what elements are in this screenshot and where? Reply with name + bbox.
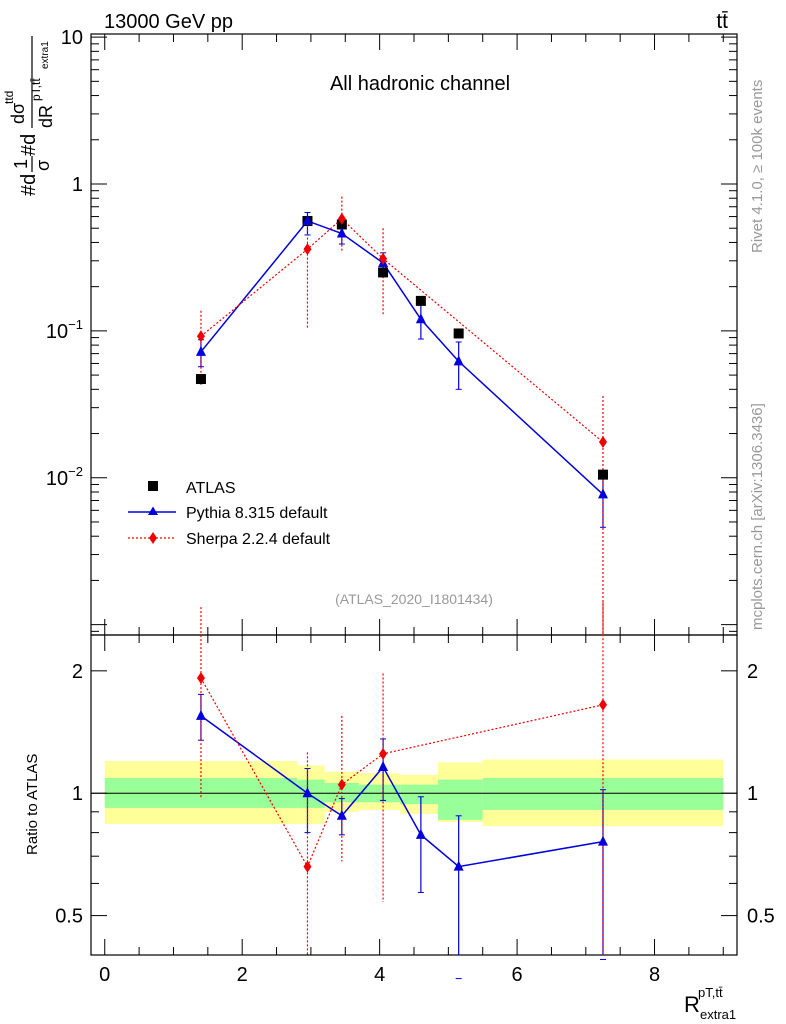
main-point-sherpa: [303, 243, 312, 256]
main-point-pythia: [336, 227, 347, 238]
x-tick-label: 4: [374, 964, 385, 986]
main-y-tick-label: 1: [72, 174, 83, 196]
legend-entry-atlas: ATLAS: [148, 480, 236, 497]
ratio-point-sherpa: [379, 747, 388, 760]
ratio-point-sherpa: [598, 698, 607, 711]
main-point-sherpa: [196, 330, 205, 343]
ratio-point-pythia: [597, 835, 608, 846]
band-inner: [297, 779, 325, 808]
channel-label: All hadronic channel: [330, 73, 510, 95]
y-label-part: extra1: [40, 41, 51, 69]
x-tick-label: 2: [237, 964, 248, 986]
energy-label: 13000 GeV pp: [104, 11, 233, 33]
main-point-atlas: [195, 374, 206, 385]
ratio-y-tick-label: 1: [72, 783, 83, 805]
ratio-point-pythia: [415, 828, 426, 839]
ratio-point-sherpa: [196, 672, 205, 685]
band-inner: [438, 779, 483, 820]
main-point-pythia: [453, 355, 464, 366]
sherpa-marker-diamond: [149, 532, 157, 544]
y-label-part: ttd: [2, 91, 16, 104]
y-label-part: dR: [36, 105, 56, 128]
main-point-atlas: [415, 295, 426, 306]
legend-label-pythia: Pythia 8.315 default: [186, 505, 328, 522]
main-y-axis-label: #d 1 σ #d dσ ttd dR pT,tt̄ extra1: [2, 36, 56, 196]
atlas-marker-square: [148, 481, 158, 491]
main-point-pythia: [195, 345, 206, 356]
ratio-y-tick-label: 0.5: [55, 906, 83, 928]
data-series: [195, 196, 608, 980]
ratio-y-axis-label: Ratio to ATLAS: [24, 754, 41, 855]
analysis-tag: (ATLAS_2020_I1801434): [335, 591, 493, 607]
x-label-sub: extra1: [700, 1007, 736, 1022]
rivet-version-text: Rivet 4.1.0, ≥ 100k events: [749, 80, 766, 253]
main-point-sherpa: [337, 212, 346, 225]
main-y-tick-label: 10−2: [46, 464, 83, 490]
main-y-tick-label: 10−1: [46, 317, 83, 343]
legend-entry-sherpa: Sherpa 2.2.4 default: [128, 531, 331, 548]
band-inner: [400, 784, 439, 805]
ratio-y-tick-label: 0.5: [747, 906, 775, 928]
y-label-part: σ: [33, 160, 53, 171]
main-line-pythia: [200, 220, 604, 495]
pythia-marker-triangle: [148, 506, 158, 515]
ratio-point-sherpa: [303, 860, 312, 873]
main-point-pythia: [597, 488, 608, 499]
ratio-point-pythia: [195, 709, 206, 720]
ratio-point-pythia: [302, 787, 313, 798]
x-tick-label: 6: [512, 964, 523, 986]
legend-label-sherpa: Sherpa 2.2.4 default: [186, 531, 331, 548]
main-point-atlas: [597, 469, 608, 480]
x-axis-label: R pT,tt̄ extra1: [684, 985, 736, 1022]
main-point-pythia: [302, 214, 313, 225]
x-tick-label: 0: [99, 964, 110, 986]
main-y-tick-label: 10: [61, 27, 83, 49]
ratio-point-pythia: [453, 860, 464, 871]
axis-ticks: 10 1 10−1 10−2 0 2 4 6 8 2 2 1 1 0.5 0.5: [46, 27, 775, 986]
y-label-part: dσ: [8, 103, 28, 124]
x-label-sup: pT,tt̄: [698, 985, 723, 1000]
process-label: tt̄: [716, 10, 728, 33]
ratio-y-tick-label: 1: [747, 783, 758, 805]
legend: ATLAS Pythia 8.315 default Sherpa 2.2.4 …: [128, 480, 331, 548]
ratio-point-pythia: [336, 809, 347, 820]
main-point-sherpa: [379, 252, 388, 265]
x-tick-label: 8: [649, 964, 660, 986]
ratio-y-tick-label: 2: [747, 661, 758, 683]
main-point-pythia: [415, 313, 426, 324]
ratio-point-pythia: [378, 761, 389, 772]
legend-label-atlas: ATLAS: [186, 480, 236, 497]
main-point-sherpa: [598, 436, 607, 449]
mcplots-reference-text: mcplots.cern.ch [arXiv:1306.3436]: [749, 403, 766, 630]
main-point-atlas: [378, 267, 389, 278]
y-label-part: 1: [11, 159, 31, 169]
main-line-sherpa: [200, 217, 604, 443]
legend-entry-pythia: Pythia 8.315 default: [128, 505, 328, 522]
ratio-y-tick-label: 2: [72, 661, 83, 683]
ratio-uncertainty-bands: [91, 759, 737, 827]
y-label-part: #d: [18, 134, 40, 156]
y-label-part: #d: [18, 174, 40, 196]
x-label-base: R: [684, 992, 700, 1017]
ratio-point-sherpa: [337, 778, 346, 791]
y-label-part: pT,tt̄: [29, 78, 43, 101]
main-point-atlas: [453, 328, 464, 339]
